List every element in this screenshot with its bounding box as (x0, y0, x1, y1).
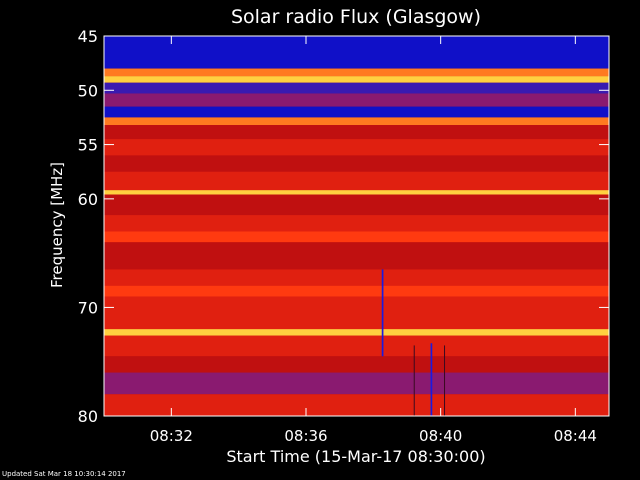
feature-3 (444, 345, 446, 416)
band-17 (104, 285, 609, 297)
band-4 (104, 93, 609, 107)
y-tick-label-5: 80 (78, 407, 98, 426)
band-14 (104, 231, 609, 243)
y-axis: 45 50 55 60 70 80 (78, 27, 609, 426)
band-0 (104, 36, 609, 69)
x-axis-label: Start Time (15-Mar-17 08:30:00) (226, 447, 485, 466)
band-13 (104, 215, 609, 232)
feature-2 (413, 345, 415, 416)
band-15 (104, 242, 609, 270)
plot-area (103, 35, 610, 417)
x-tick-label-0: 08:32 (150, 427, 193, 445)
band-16 (104, 269, 609, 286)
update-timestamp: Updated Sat Mar 18 10:30:14 2017 (2, 470, 126, 478)
band-21 (104, 356, 609, 373)
band-7 (104, 125, 609, 140)
band-20 (104, 335, 609, 357)
plot-frame (103, 35, 610, 417)
y-tick-label-2: 55 (78, 136, 98, 155)
band-12 (104, 194, 609, 216)
band-19 (104, 329, 609, 336)
band-3 (104, 82, 609, 94)
band-11 (104, 190, 609, 195)
feature-1 (430, 343, 433, 416)
band-5 (104, 106, 609, 118)
feature-0 (381, 269, 384, 357)
band-8 (104, 139, 609, 156)
y-tick-label-4: 70 (78, 298, 98, 317)
band-18 (104, 296, 609, 330)
band-2 (104, 76, 609, 83)
y-tick-label-0: 45 (78, 27, 98, 46)
band-1 (104, 68, 609, 77)
band-10 (104, 171, 609, 191)
x-tick-label-1: 08:36 (284, 427, 327, 445)
x-tick-label-2: 08:40 (419, 427, 462, 445)
band-23 (104, 394, 609, 416)
band-6 (104, 117, 609, 126)
band-9 (104, 155, 609, 172)
y-axis-label: Frequency [MHz] (48, 162, 66, 288)
x-axis: 08:32 08:36 08:40 08:44 (150, 36, 597, 445)
band-22 (104, 372, 609, 395)
y-tick-label-1: 50 (78, 81, 98, 100)
y-tick-label-3: 60 (78, 190, 98, 209)
chart-title: Solar radio Flux (Glasgow) (231, 6, 481, 28)
x-tick-label-3: 08:44 (554, 427, 597, 445)
